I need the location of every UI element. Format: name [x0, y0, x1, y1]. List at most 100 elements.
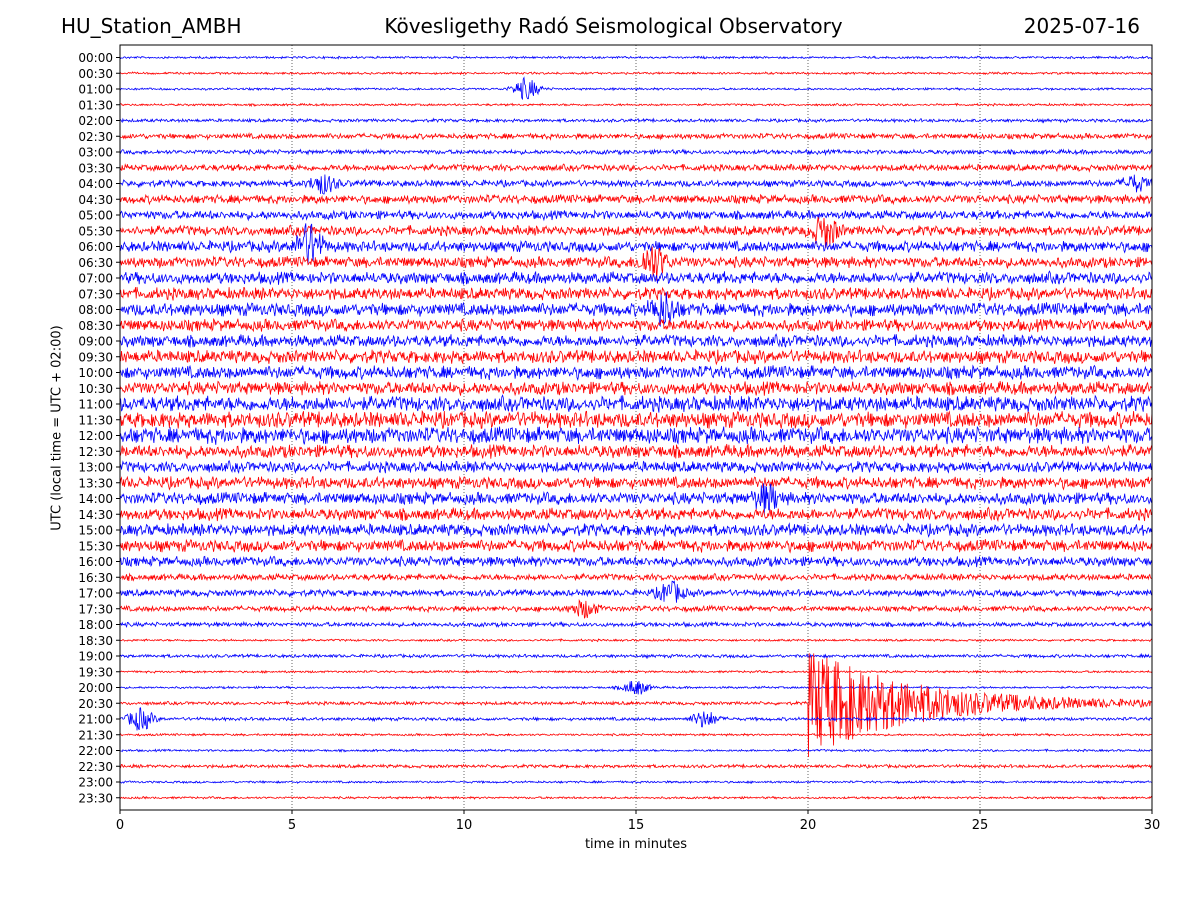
trace-0930 — [120, 348, 1152, 366]
trace-1400 — [120, 483, 1152, 515]
y-tick-label: 07:30 — [78, 287, 113, 301]
y-tick-label: 23:00 — [78, 776, 113, 790]
trace-1830 — [120, 637, 1152, 643]
y-tick-label: 06:00 — [78, 240, 113, 254]
trace-1900 — [120, 652, 1152, 660]
trace-0800 — [120, 291, 1152, 328]
y-tick-label: 19:30 — [78, 665, 113, 679]
y-tick-label: 11:30 — [78, 413, 113, 427]
trace-0830 — [120, 317, 1152, 333]
x-tick-label: 0 — [116, 818, 124, 833]
y-tick-label: 00:00 — [78, 51, 113, 65]
y-tick-label: 22:30 — [78, 760, 113, 774]
x-tick-label: 5 — [288, 818, 296, 833]
y-tick-label: 08:30 — [78, 319, 113, 333]
trace-0030 — [120, 71, 1152, 76]
x-tick-label: 25 — [972, 818, 989, 833]
trace-1100 — [120, 394, 1152, 413]
x-tick-label: 10 — [456, 818, 473, 833]
y-tick-label: 16:30 — [78, 571, 113, 585]
y-tick-label: 07:00 — [78, 272, 113, 286]
y-tick-label: 15:00 — [78, 524, 113, 538]
y-tick-label: 17:00 — [78, 587, 113, 601]
trace-1600 — [120, 555, 1152, 568]
y-tick-label: 09:30 — [78, 350, 113, 364]
trace-1930 — [120, 669, 1152, 674]
y-tick-label: 10:30 — [78, 382, 113, 396]
y-tick-label: 01:00 — [78, 83, 113, 97]
y-tick-label: 02:30 — [78, 130, 113, 144]
trace-1700 — [120, 580, 1152, 603]
trace-1330 — [120, 475, 1152, 491]
x-tick-label: 15 — [628, 818, 645, 833]
trace-1500 — [120, 522, 1152, 538]
trace-0000 — [120, 55, 1152, 60]
trace-0100 — [120, 76, 1152, 100]
y-tick-label: 20:30 — [78, 697, 113, 711]
y-tick-label: 11:00 — [78, 398, 113, 412]
trace-0630 — [120, 246, 1152, 281]
trace-0730 — [120, 286, 1152, 302]
y-tick-label: 04:30 — [78, 193, 113, 207]
trace-0600 — [120, 223, 1152, 265]
trace-1200 — [120, 425, 1152, 445]
trace-2230 — [120, 763, 1152, 770]
trace-0130 — [120, 102, 1152, 108]
trace-0500 — [120, 209, 1152, 222]
trace-1030 — [120, 380, 1152, 397]
observatory-title: Kövesligethy Radó Seismological Observat… — [384, 14, 843, 38]
y-tick-label: 00:30 — [78, 67, 113, 81]
trace-0700 — [120, 270, 1152, 286]
grid-lines — [291, 45, 981, 810]
trace-0430 — [120, 193, 1152, 206]
y-tick-label: 08:00 — [78, 303, 113, 317]
y-tick-label: 16:00 — [78, 555, 113, 569]
y-tick-label: 18:00 — [78, 618, 113, 632]
trace-0900 — [120, 333, 1152, 348]
trace-2030 — [120, 653, 1152, 758]
y-tick-label: 12:30 — [78, 445, 113, 459]
trace-1230 — [120, 443, 1152, 460]
trace-1800 — [120, 620, 1152, 629]
y-tick-label: 12:00 — [78, 429, 113, 443]
y-tick-label: 22:00 — [78, 744, 113, 758]
trace-0230 — [120, 131, 1152, 141]
trace-2000 — [120, 680, 1152, 695]
y-tick-label: 14:30 — [78, 508, 113, 522]
y-tick-label: 05:00 — [78, 209, 113, 223]
trace-0330 — [120, 162, 1152, 173]
trace-0400 — [120, 174, 1152, 195]
trace-0530 — [120, 216, 1152, 249]
trace-2100 — [120, 707, 1152, 731]
trace-1130 — [120, 409, 1152, 429]
y-tick-label: 05:30 — [78, 224, 113, 238]
y-tick-label: 13:00 — [78, 461, 113, 475]
y-tick-label: 13:30 — [78, 476, 113, 490]
y-tick-label: 19:00 — [78, 650, 113, 664]
station-name: HU_Station_AMBH — [61, 14, 242, 38]
y-tick-label: 02:00 — [78, 114, 113, 128]
trace-1300 — [120, 459, 1152, 475]
trace-2130 — [120, 732, 1152, 737]
record-date: 2025-07-16 — [1023, 14, 1140, 38]
trace-2300 — [120, 779, 1152, 785]
trace-0200 — [120, 117, 1152, 124]
x-axis-ticks: 0 5 10 15 20 25 30 — [116, 810, 1160, 833]
trace-1430 — [120, 506, 1152, 522]
y-tick-label: 06:30 — [78, 256, 113, 270]
trace-1630 — [120, 572, 1152, 582]
y-tick-label: 03:00 — [78, 146, 113, 160]
y-axis-label: UTC (local time = UTC + 02:00) — [49, 325, 65, 531]
trace-group — [120, 55, 1152, 801]
trace-1000 — [120, 364, 1152, 381]
y-tick-label: 21:00 — [78, 713, 113, 727]
trace-0300 — [120, 148, 1152, 157]
y-tick-label: 17:30 — [78, 602, 113, 616]
x-tick-label: 30 — [1144, 818, 1161, 833]
y-tick-label: 20:00 — [78, 681, 113, 695]
trace-1730 — [120, 598, 1152, 619]
y-tick-label: 01:30 — [78, 98, 113, 112]
y-tick-label: 09:00 — [78, 335, 113, 349]
